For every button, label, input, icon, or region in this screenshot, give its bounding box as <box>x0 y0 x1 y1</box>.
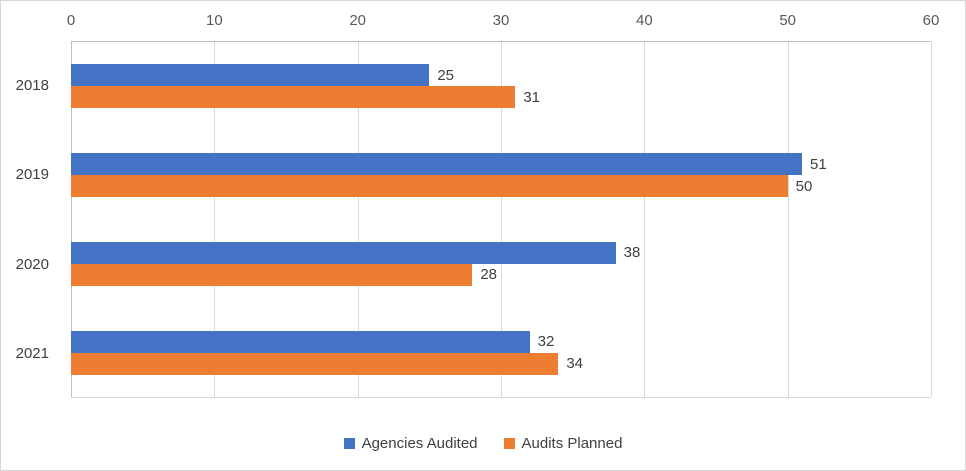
gridline <box>644 42 646 397</box>
category-band-2018: 25 31 <box>71 42 931 131</box>
x-axis: 0 10 20 30 40 50 60 <box>67 1 940 41</box>
bar-agencies-audited-2019 <box>71 153 802 176</box>
x-tick-label: 40 <box>635 12 653 29</box>
legend-swatch-icon <box>343 438 355 449</box>
category-band-2021: 32 34 <box>71 308 931 397</box>
gridline <box>501 42 502 397</box>
legend-label: Audits Planned <box>521 435 623 452</box>
y-axis-labels: 2018 2019 2020 2021 <box>1 41 59 398</box>
legend-label: Agencies Audited <box>361 435 478 452</box>
legend-swatch-icon <box>503 438 515 449</box>
category-band-2020: 38 28 <box>71 220 931 309</box>
plot-area: 25 31 51 50 38 28 32 34 <box>71 41 932 398</box>
bar-row: 50 <box>71 175 931 198</box>
x-tick-label: 20 <box>349 12 366 29</box>
bar-row: 28 <box>71 263 931 286</box>
data-label: 32 <box>537 333 555 351</box>
bar-row: 51 <box>71 153 931 176</box>
bar-row: 34 <box>71 352 931 375</box>
gridline <box>357 42 359 397</box>
bar-audits-planned-2018 <box>71 86 516 109</box>
bar-agencies-audited-2021 <box>71 330 530 353</box>
bar-row: 38 <box>71 241 931 264</box>
bar-row: 25 <box>71 64 931 87</box>
gridline <box>71 42 72 397</box>
legend-item-agencies-audited: Agencies Audited <box>343 435 478 452</box>
legend-item-audits-planned: Audits Planned <box>503 435 623 452</box>
data-label: 38 <box>623 244 641 262</box>
bar-agencies-audited-2020 <box>71 241 616 264</box>
x-tick-label: 0 <box>66 12 76 29</box>
data-label: 28 <box>480 266 498 284</box>
data-label: 50 <box>795 177 813 195</box>
y-axis-label-2021: 2021 <box>15 344 49 362</box>
x-tick-label: 10 <box>205 12 223 29</box>
data-label: 51 <box>810 155 827 173</box>
bar-agencies-audited-2018 <box>71 64 430 87</box>
bar-audits-planned-2019 <box>71 175 788 198</box>
data-label: 25 <box>437 66 455 84</box>
gridline <box>931 42 932 397</box>
bar-rows: 25 31 51 50 38 28 32 34 <box>71 42 931 397</box>
bar-audits-planned-2021 <box>71 352 559 375</box>
x-tick-label: 60 <box>922 12 940 29</box>
gridline <box>787 42 789 397</box>
legend: Agencies Audited Audits Planned <box>1 435 965 452</box>
y-axis-label-2019: 2019 <box>15 166 49 184</box>
bar-audits-planned-2020 <box>71 263 473 286</box>
data-label: 31 <box>523 88 541 106</box>
data-label: 34 <box>566 355 584 373</box>
y-axis-label-2018: 2018 <box>15 77 49 95</box>
bar-row: 31 <box>71 86 931 109</box>
y-axis-label-2020: 2020 <box>15 255 49 273</box>
category-band-2019: 51 50 <box>71 131 931 220</box>
gridline <box>214 42 216 397</box>
x-tick-label: 30 <box>492 12 510 29</box>
bar-row: 32 <box>71 330 931 353</box>
x-tick-label: 50 <box>779 12 796 29</box>
